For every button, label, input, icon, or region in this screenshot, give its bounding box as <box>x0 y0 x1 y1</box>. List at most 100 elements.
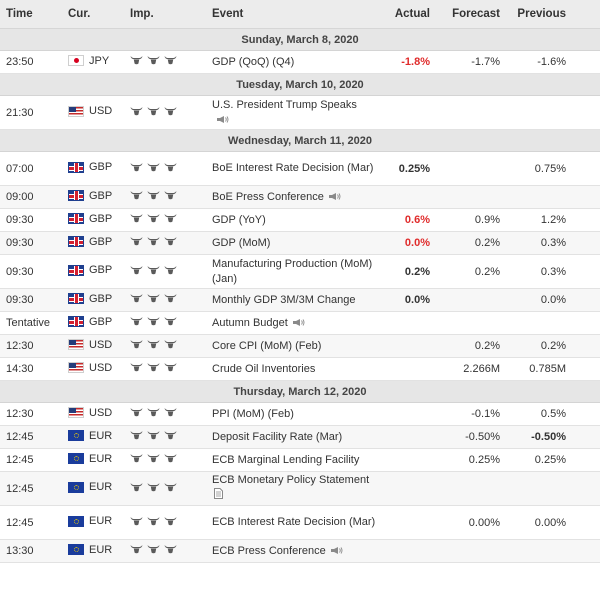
document-icon[interactable] <box>214 488 223 499</box>
bull-icon <box>164 454 177 463</box>
header-actual[interactable]: Actual <box>388 0 438 29</box>
importance-rating <box>130 214 177 223</box>
event-name[interactable]: Crude Oil Inventories <box>212 362 316 375</box>
event-name[interactable]: U.S. President Trump Speaks <box>212 98 357 111</box>
day-header-row: Sunday, March 8, 2020 <box>0 28 600 51</box>
forecast-value: -0.1% <box>438 402 508 426</box>
event-row[interactable]: 21:30 USD U.S. President Trump Speaks <box>0 95 600 130</box>
event-name[interactable]: GDP (YoY) <box>212 213 266 226</box>
event-row[interactable]: 09:30 GBP Monthly GDP 3M/3M Change 0.0% 0.0% <box>0 288 600 312</box>
event-time: 07:00 <box>0 151 62 186</box>
event-name[interactable]: ECB Press Conference <box>212 544 326 557</box>
event-name[interactable]: GDP (QoQ) (Q4) <box>212 55 295 68</box>
bull-icon <box>130 545 143 554</box>
event-row[interactable]: 14:30 USD Crude Oil Inventories 2.266M 0.785… <box>0 357 600 381</box>
event-name[interactable]: Manufacturing Production (MoM) (Jan) <box>212 257 373 285</box>
header-previous[interactable]: Previous <box>508 0 600 29</box>
actual-value <box>388 471 438 506</box>
header-event[interactable]: Event <box>206 0 388 29</box>
speech-icon[interactable] <box>292 318 306 327</box>
speech-icon[interactable] <box>330 546 344 555</box>
previous-value: 0.5% <box>508 402 600 426</box>
importance-rating <box>130 107 177 116</box>
event-row[interactable]: 12:45 EUR ECB Monetary Policy Statement <box>0 471 600 506</box>
event-row[interactable]: Tentative GBP Autumn Budget <box>0 311 600 335</box>
header-time[interactable]: Time <box>0 0 62 29</box>
currency-cell: USD <box>62 357 124 381</box>
eu-flag-icon <box>68 544 84 556</box>
bull-icon <box>164 431 177 440</box>
forecast-value: 0.2% <box>438 334 508 358</box>
event-row[interactable]: 12:30 USD PPI (MoM) (Feb) -0.1% 0.5% <box>0 402 600 426</box>
event-row[interactable]: 07:00 GBP BoE Interest Rate Decision (Mar)… <box>0 151 600 186</box>
header-importance[interactable]: Imp. <box>124 0 206 29</box>
header-currency[interactable]: Cur. <box>62 0 124 29</box>
importance-rating <box>130 363 177 372</box>
currency-cell: EUR <box>62 505 124 540</box>
event-name[interactable]: PPI (MoM) (Feb) <box>212 407 294 420</box>
actual-value: 0.2% <box>388 254 438 289</box>
event-row[interactable]: 12:45 EUR ECB Interest Rate Decision (Mar)… <box>0 505 600 540</box>
importance-rating <box>130 408 177 417</box>
event-time: 14:30 <box>0 357 62 381</box>
currency-cell: JPY <box>62 50 124 74</box>
day-header-row: Thursday, March 12, 2020 <box>0 380 600 403</box>
header-forecast[interactable]: Forecast <box>438 0 508 29</box>
importance-rating <box>130 294 177 303</box>
currency-cell: EUR <box>62 425 124 449</box>
event-row[interactable]: 09:00 GBP BoE Press Conference <box>0 185 600 209</box>
currency-code: JPY <box>89 54 110 67</box>
currency-code: EUR <box>89 515 113 528</box>
event-name[interactable]: ECB Marginal Lending Facility <box>212 453 360 466</box>
bull-icon <box>130 363 143 372</box>
event-row[interactable]: 12:45 EUR ECB Marginal Lending Facility 0.2… <box>0 448 600 472</box>
previous-value: 0.3% <box>508 231 600 255</box>
event-name[interactable]: BoE Interest Rate Decision (Mar) <box>212 162 374 174</box>
us-flag-icon <box>68 339 84 351</box>
bull-icon <box>147 56 160 65</box>
importance-cell <box>124 231 206 255</box>
importance-cell <box>124 288 206 312</box>
event-cell: ECB Interest Rate Decision (Mar) <box>206 505 388 540</box>
event-row[interactable]: 13:30 EUR ECB Press Conference <box>0 539 600 563</box>
forecast-value: 0.9% <box>438 208 508 232</box>
event-name[interactable]: ECB Monetary Policy Statement <box>212 474 370 486</box>
bull-icon <box>164 363 177 372</box>
gb-flag-icon <box>68 264 84 276</box>
bull-icon <box>164 237 177 246</box>
event-cell: GDP (QoQ) (Q4) <box>206 50 388 74</box>
event-row[interactable]: 12:45 EUR Deposit Facility Rate (Mar) -0.50… <box>0 425 600 449</box>
currency-cell: GBP <box>62 185 124 209</box>
importance-cell <box>124 448 206 472</box>
event-cell: Deposit Facility Rate (Mar) <box>206 425 388 449</box>
event-name[interactable]: Monthly GDP 3M/3M Change <box>212 293 356 306</box>
event-row[interactable]: 12:30 USD Core CPI (MoM) (Feb) 0.2% 0.2% <box>0 334 600 358</box>
actual-value <box>388 505 438 540</box>
bull-icon <box>147 454 160 463</box>
importance-rating <box>130 454 177 463</box>
event-name[interactable]: BoE Press Conference <box>212 190 324 203</box>
event-name[interactable]: ECB Interest Rate Decision (Mar) <box>212 516 376 528</box>
event-row[interactable]: 09:30 GBP GDP (MoM) 0.0% 0.2% 0.3% <box>0 231 600 255</box>
event-row[interactable]: 09:30 GBP Manufacturing Production (MoM) (… <box>0 254 600 289</box>
jp-flag-icon <box>68 55 84 67</box>
actual-value <box>388 539 438 563</box>
event-name[interactable]: Core CPI (MoM) (Feb) <box>212 339 322 352</box>
gb-flag-icon <box>68 161 84 173</box>
event-name[interactable]: Deposit Facility Rate (Mar) <box>212 430 343 443</box>
event-name[interactable]: Autumn Budget <box>212 316 288 329</box>
previous-value: 0.75% <box>508 151 600 186</box>
event-row[interactable]: 23:50 JPY GDP (QoQ) (Q4) -1.8% -1.7% -1.6% <box>0 50 600 74</box>
speech-icon[interactable] <box>216 115 230 124</box>
actual-value: 0.0% <box>388 288 438 312</box>
actual-value: -1.8% <box>388 50 438 74</box>
event-name[interactable]: GDP (MoM) <box>212 236 271 249</box>
bull-icon <box>130 266 143 274</box>
importance-rating <box>130 340 177 349</box>
forecast-value <box>438 151 508 186</box>
event-time: 09:30 <box>0 208 62 232</box>
speech-icon[interactable] <box>328 192 342 201</box>
currency-cell: GBP <box>62 254 124 289</box>
event-row[interactable]: 09:30 GBP GDP (YoY) 0.6% 0.9% 1.2% <box>0 208 600 232</box>
event-cell: GDP (MoM) <box>206 231 388 255</box>
